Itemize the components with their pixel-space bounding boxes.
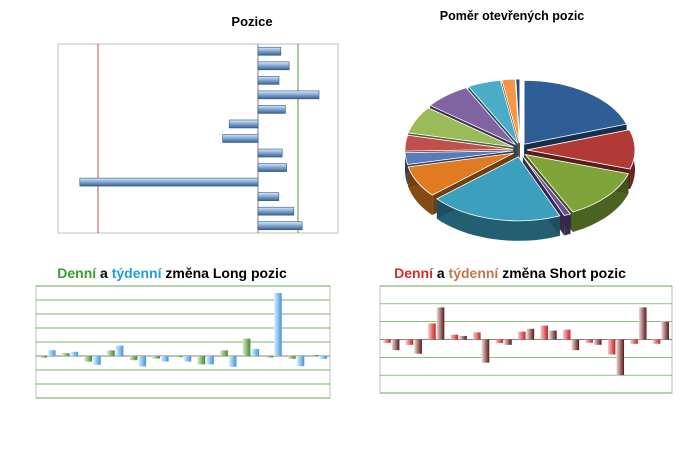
positions-chart: Pozice	[57, 14, 339, 234]
bar-denn--eurjpy	[517, 331, 526, 340]
bar-denn--nzdusd	[265, 356, 274, 358]
bar-t-denn--usdcnh	[661, 321, 669, 340]
pie-slice-audusd	[407, 152, 514, 196]
bar-t-denn--eurjpy	[526, 328, 535, 340]
pie-slice-xauusd	[436, 156, 561, 222]
bar-t-denn--nzdusd	[274, 293, 282, 356]
bar-t-denn--eurchf	[459, 335, 467, 340]
bar-t-denn--usdcad	[228, 356, 237, 367]
bar-t-denn--audusd	[160, 356, 169, 362]
bar-denn--eurjpy	[174, 356, 183, 358]
bar-eurusd	[257, 46, 282, 56]
bar-t-denn--gbpjpy	[206, 356, 214, 365]
title-part: Denní	[394, 265, 434, 281]
open-positions-pie: Poměr otevřených pozic	[404, 9, 636, 241]
bar-t-denn--gbpjpy	[549, 330, 557, 340]
title-part: změna Short pozic	[498, 265, 626, 281]
bar-usdcad	[257, 163, 287, 172]
pie-side-usdjpy	[572, 173, 629, 232]
positions-plot-area	[57, 43, 339, 234]
bar-denn--gbpjpy	[540, 325, 549, 340]
bar-t-denn--usdcad	[571, 339, 580, 351]
bar-denn--usdcad	[562, 329, 571, 340]
bar-denn--spx500	[585, 339, 593, 343]
pie-slice-nzdusd	[467, 79, 519, 144]
bar-t-denn--xauusd	[481, 339, 490, 363]
bar-t-denn--gbpusd	[70, 351, 79, 356]
bar-denn--usdjpy	[84, 356, 93, 362]
bar-t-denn--usdjpy	[436, 307, 445, 340]
bar-denn--gbpjpy	[197, 356, 206, 365]
bar-gbpjpy	[257, 148, 283, 158]
bar-t-denn--usdchf	[296, 356, 305, 367]
bar-denn--usdchf	[287, 356, 296, 359]
bar-t-denn--audusd	[504, 339, 512, 345]
title-part: týdenní	[112, 265, 163, 281]
bar-audusd	[228, 119, 259, 129]
bar-usdjpy	[257, 76, 280, 85]
long-changes-chart: Denní a týdenní změna Long pozic	[35, 265, 331, 399]
bar-denn--xauusd	[129, 356, 138, 361]
title-part: týdenní	[449, 265, 500, 281]
bar-spx500	[79, 177, 259, 187]
bar-t-denn--usdchf	[638, 307, 647, 340]
pie-slice-gbpusd	[526, 129, 636, 170]
bar-denn--audusd	[495, 339, 504, 344]
bar-eurjpy	[222, 134, 259, 143]
title-part: a	[96, 265, 112, 281]
bar-denn--audusd	[152, 356, 160, 359]
bar-t-denn--usdjpy	[93, 356, 101, 365]
bar-denn--eurchf	[450, 334, 459, 340]
pie-chart-title: Poměr otevřených pozic	[440, 9, 585, 23]
bar-denn--usdcad	[220, 350, 228, 356]
bar-denn--gbpusd	[61, 353, 70, 356]
bar-denn--gbpusd	[405, 339, 414, 345]
bar-denn--nzdusd	[607, 339, 616, 355]
bar-t-denn--xauusd	[138, 356, 147, 367]
pie-slice-gbpjpy	[404, 134, 514, 152]
pie-slice-usdchf	[501, 78, 520, 144]
pie-slice-usdjpy	[524, 153, 630, 213]
positions-chart-title: Pozice	[231, 14, 272, 29]
bar-t-denn--spx500	[593, 339, 602, 345]
pie-slice-eurusd	[523, 79, 628, 145]
bar-t-denn--nzdusd	[616, 339, 625, 376]
bar-t-denn--eurjpy	[183, 356, 192, 362]
bar-denn--usdcnh	[652, 339, 661, 344]
bar-t-denn--spx500	[251, 349, 260, 356]
bar-denn--eurusd	[383, 339, 391, 343]
bar-nzdusd	[257, 192, 280, 201]
pie-slice-usdcad	[407, 107, 514, 148]
bar-usdcnh	[257, 221, 303, 231]
bar-denn--xauusd	[472, 332, 481, 340]
long-changes-title: Denní a týdenní změna Long pozic	[57, 265, 287, 281]
bar-denn--eurchf	[107, 350, 115, 356]
title-part: a	[433, 265, 449, 281]
title-part: změna Long pozic	[162, 265, 287, 281]
bar-t-denn--eurchf	[115, 345, 124, 356]
bar-t-denn--eurusd	[47, 350, 56, 356]
bar-t-denn--gbpusd	[414, 339, 422, 354]
title-part: Denní	[57, 265, 97, 281]
bar-denn--usdcnh	[310, 354, 319, 356]
bar-denn--eurusd	[39, 356, 47, 358]
bar-gbpusd	[257, 61, 290, 71]
pie-slice-eurchf	[522, 156, 572, 216]
pie-slice-eurjpy	[404, 150, 514, 165]
bar-t-denn--usdcnh	[319, 356, 327, 359]
bar-t-denn--eurusd	[391, 339, 400, 351]
bar-denn--usdchf	[630, 339, 638, 344]
short-changes-title: Denní a týdenní změna Short pozic	[394, 265, 626, 281]
bar-denn--spx500	[242, 338, 251, 356]
pie-slice-usdcnh	[515, 78, 521, 144]
pie-slice-spx500	[429, 87, 516, 145]
short-changes-chart: Denní a týdenní změna Short pozic	[379, 265, 673, 394]
bar-eurchf	[257, 90, 320, 100]
bar-xauusd	[257, 105, 286, 114]
bar-usdchf	[257, 206, 295, 216]
bar-denn--usdjpy	[428, 323, 436, 340]
